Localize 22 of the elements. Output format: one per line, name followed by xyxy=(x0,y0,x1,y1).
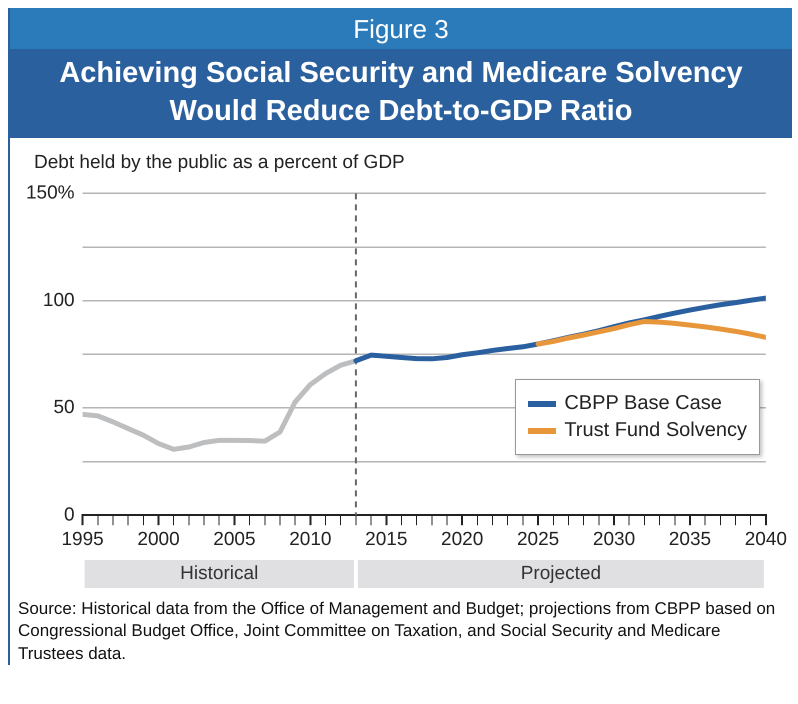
x-tick-label: 2030 xyxy=(592,529,636,550)
x-tick-label: 2020 xyxy=(441,529,484,550)
x-tick-label: 2025 xyxy=(516,529,560,550)
x-tick-label: 2010 xyxy=(289,529,332,550)
y-tick-label: 50 xyxy=(53,398,75,419)
x-tick-label: 2000 xyxy=(137,529,180,550)
y-tick-label: 100 xyxy=(42,290,75,312)
text: Projected xyxy=(520,564,602,585)
y-axis-title: Debt held by the public as a percent of GDP xyxy=(33,151,406,174)
y-tick-label: 150% xyxy=(26,183,75,204)
x-tick-label: 2040 xyxy=(744,529,788,550)
x-tick-label: 1995 xyxy=(61,529,104,550)
x-tick-label: 2035 xyxy=(668,529,712,550)
x-tick-label: 2015 xyxy=(365,529,408,550)
legend-label: CBPP Base Case xyxy=(564,392,722,416)
text: Historical xyxy=(180,564,258,585)
chart-subtitle: Figure 3 xyxy=(10,8,792,49)
y-tick-label: 0 xyxy=(64,504,75,526)
x-tick-label: 2005 xyxy=(213,529,256,550)
chart-title: Achieving Social Security and Medicare Solvency Would Reduce Debt-to-GDP Ratio xyxy=(10,49,792,138)
source-note: Source: Historical data from the Office of Management and Budget; projections from CBPP based on Congressional Budget Office, Joint Committee on Taxation, and Social Security and Medicare Trustees data. xyxy=(18,598,776,665)
legend-label: Trust Fund Solvency xyxy=(564,419,747,442)
